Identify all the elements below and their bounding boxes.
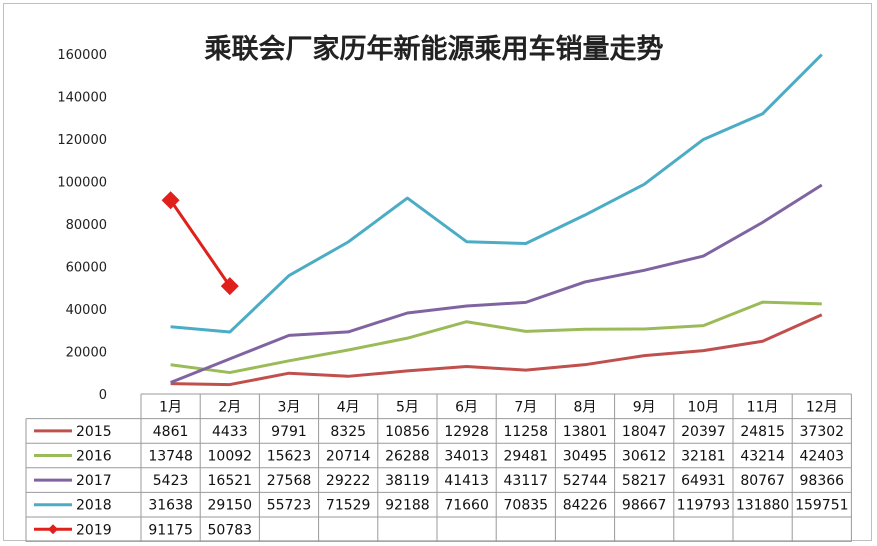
x-tick-label: 9月 — [633, 399, 656, 415]
data-label: 50783 — [208, 522, 253, 538]
legend-label: 2017 — [76, 473, 112, 489]
data-label: 42403 — [800, 449, 845, 465]
x-tick-label: 8月 — [574, 399, 597, 415]
y-tick-label: 60000 — [66, 261, 107, 276]
series-line-2019 — [169, 199, 232, 287]
x-tick-label: 11月 — [747, 399, 779, 415]
chart-frame: 乘联会厂家历年新能源乘用车销量走势 0 20000 40000 60000 80000 1… — [3, 3, 872, 542]
data-label: 4433 — [212, 424, 248, 440]
plot-area — [161, 53, 823, 387]
data-label: 91175 — [148, 522, 193, 538]
series-line-2016 — [170, 300, 822, 375]
data-label: 15623 — [267, 449, 312, 465]
data-label: 31638 — [148, 498, 193, 514]
data-label: 29150 — [208, 498, 253, 514]
data-label: 159751 — [795, 498, 848, 514]
data-label: 58217 — [622, 473, 667, 489]
data-label: 52744 — [563, 473, 608, 489]
data-label: 13801 — [563, 424, 608, 440]
data-label: 20714 — [326, 449, 371, 465]
x-tick-label: 2月 — [218, 399, 241, 415]
data-point-2019 — [220, 277, 239, 296]
data-label: 80767 — [740, 473, 785, 489]
data-label: 30612 — [622, 449, 667, 465]
y-tick-label: 140000 — [57, 91, 107, 106]
x-tick-label: 10月 — [687, 399, 719, 415]
y-tick-label: 160000 — [57, 48, 107, 63]
y-tick-label: 20000 — [66, 346, 107, 361]
data-label: 5423 — [153, 473, 189, 489]
y-axis: 0 20000 40000 60000 80000 100000 120000 140000 1… — [57, 48, 107, 403]
data-label: 70835 — [504, 498, 549, 514]
series-line-2017 — [170, 183, 823, 384]
series-line-2018 — [170, 53, 823, 334]
data-label: 29222 — [326, 473, 371, 489]
data-label: 84226 — [563, 498, 608, 514]
y-tick-label: 40000 — [66, 303, 107, 318]
data-label: 71529 — [326, 498, 371, 514]
legend-marker-2019 — [48, 524, 58, 535]
data-label: 43117 — [504, 473, 549, 489]
data-label: 29481 — [504, 449, 549, 465]
chart-title: 乘联会厂家历年新能源乘用车销量走势 — [204, 33, 664, 65]
data-label: 26288 — [385, 449, 430, 465]
data-label: 64931 — [681, 473, 726, 489]
data-label: 20397 — [681, 424, 726, 440]
data-label: 92188 — [385, 498, 430, 514]
legend-label: 2018 — [76, 498, 112, 514]
data-label: 34013 — [444, 449, 489, 465]
data-table: 1月 2月 3月 4月 5月 6月 7月 8月 9月 10月 11月 12月 2015 4861 4433 9… — [25, 393, 852, 542]
y-tick-label: 0 — [99, 388, 107, 403]
data-label: 9791 — [271, 424, 307, 440]
data-label: 24815 — [740, 424, 785, 440]
data-label: 11258 — [504, 424, 549, 440]
y-tick-label: 120000 — [57, 133, 107, 148]
data-label: 18047 — [622, 424, 667, 440]
data-label: 98366 — [800, 473, 845, 489]
data-label: 10092 — [208, 449, 253, 465]
data-label: 131880 — [736, 498, 789, 514]
data-label: 12928 — [444, 424, 489, 440]
x-tick-label: 6月 — [455, 399, 478, 415]
data-label: 4861 — [153, 424, 189, 440]
data-label: 16521 — [208, 473, 253, 489]
y-tick-label: 80000 — [66, 218, 107, 233]
data-label: 119793 — [677, 498, 730, 514]
data-label: 32181 — [681, 449, 726, 465]
legend-label: 2016 — [76, 449, 112, 465]
data-label: 43214 — [740, 449, 785, 465]
data-label: 98667 — [622, 498, 667, 514]
line-chart: 乘联会厂家历年新能源乘用车销量走势 0 20000 40000 60000 80000 1… — [25, 33, 852, 542]
data-label: 8325 — [330, 424, 366, 440]
data-label: 71660 — [444, 498, 489, 514]
legend-label: 2019 — [76, 522, 112, 538]
data-label: 30495 — [563, 449, 608, 465]
data-label: 55723 — [267, 498, 312, 514]
x-tick-label: 4月 — [337, 399, 360, 415]
data-point-2019 — [161, 191, 180, 210]
x-tick-label: 5月 — [396, 399, 419, 415]
x-tick-label: 3月 — [278, 399, 301, 415]
data-label: 38119 — [385, 473, 430, 489]
x-tick-label: 12月 — [806, 399, 838, 415]
data-label: 41413 — [444, 473, 489, 489]
data-label: 37302 — [800, 424, 845, 440]
data-label: 10856 — [385, 424, 430, 440]
x-tick-label: 7月 — [514, 399, 537, 415]
data-label: 27568 — [267, 473, 312, 489]
y-tick-label: 100000 — [57, 176, 107, 191]
x-tick-label: 1月 — [159, 399, 182, 415]
series-line-2015 — [170, 313, 823, 387]
legend-label: 2015 — [76, 424, 112, 440]
data-label: 13748 — [148, 449, 193, 465]
